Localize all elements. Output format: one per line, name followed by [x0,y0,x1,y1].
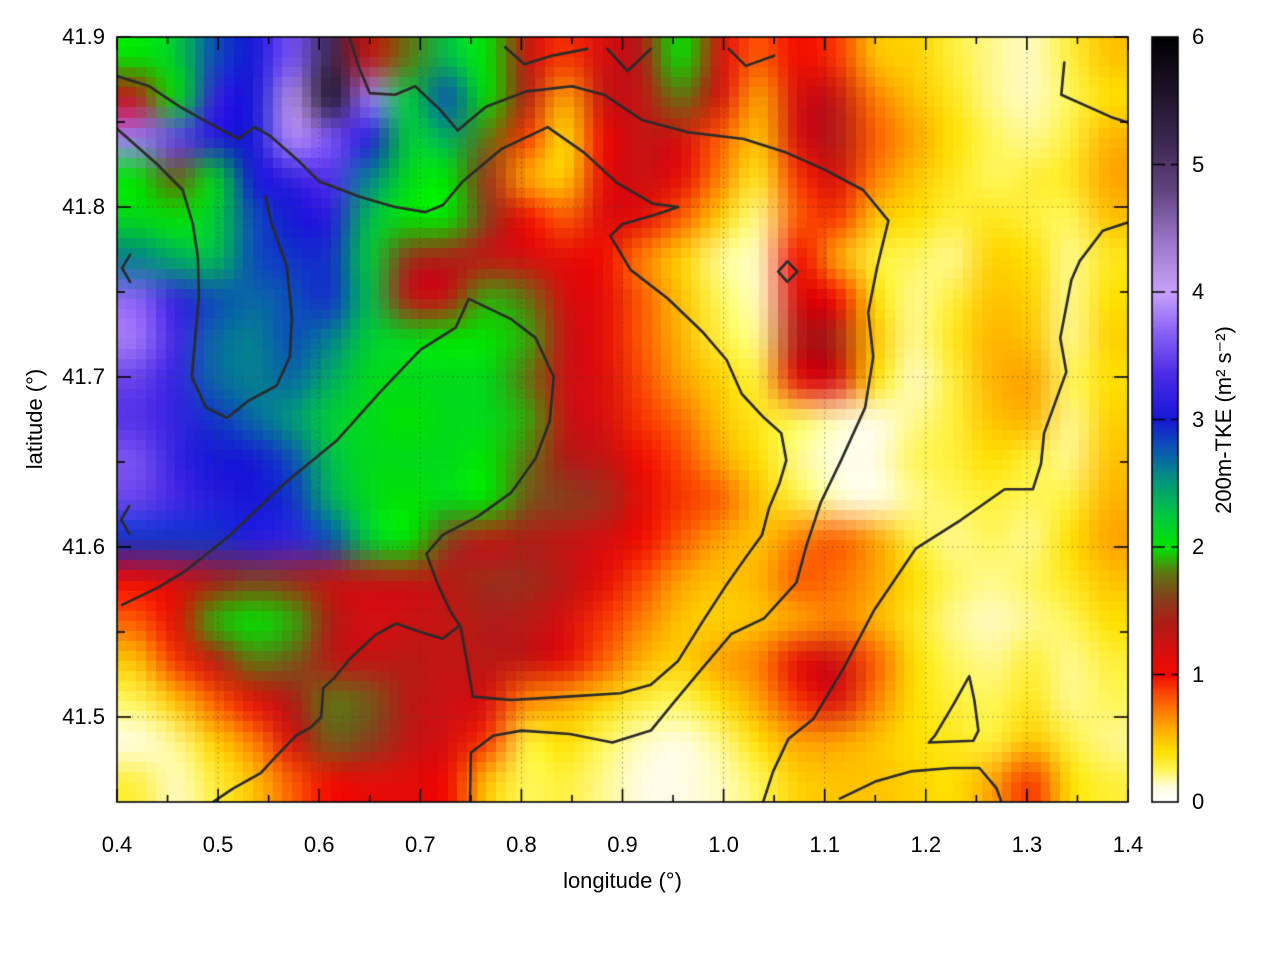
colorbar-tick-label: 5 [1192,151,1205,177]
y-tick-label: 41.6 [62,534,105,559]
y-tick-label: 41.5 [62,704,105,729]
colorbar-tick-label: 3 [1192,406,1205,432]
x-tick-label: 1.4 [1112,832,1144,857]
y-tick-label: 41.8 [62,194,105,219]
colorbar-tick-label: 2 [1192,534,1205,559]
x-tick-label: 0.9 [607,832,638,857]
x-tick-label: 0.4 [101,832,133,857]
y-tick-label: 41.9 [62,24,105,49]
colorbar-tick-label: 6 [1192,24,1205,49]
colorbar-tick-label: 4 [1192,279,1205,304]
x-tick-label: 1.3 [1011,832,1043,857]
y-axis-title: latitude (°) [22,368,47,470]
x-tick-label: 1.1 [809,832,840,857]
x-tick-label: 0.8 [506,832,537,857]
x-tick-label: 1.0 [708,832,739,857]
x-tick-label: 0.6 [303,832,335,857]
x-tick-label: 0.5 [202,832,234,857]
x-tick-label: 0.7 [405,832,436,857]
colorbar-tick-label: 1 [1192,661,1205,687]
y-tick-label: 41.7 [62,364,105,389]
colorbar-tick-label: 0 [1192,789,1205,814]
x-tick-label: 1.2 [910,832,942,857]
x-axis-title: longitude (°) [563,868,682,893]
colorbar-axis-title: 200m-TKE (m² s⁻²) [1211,326,1236,514]
